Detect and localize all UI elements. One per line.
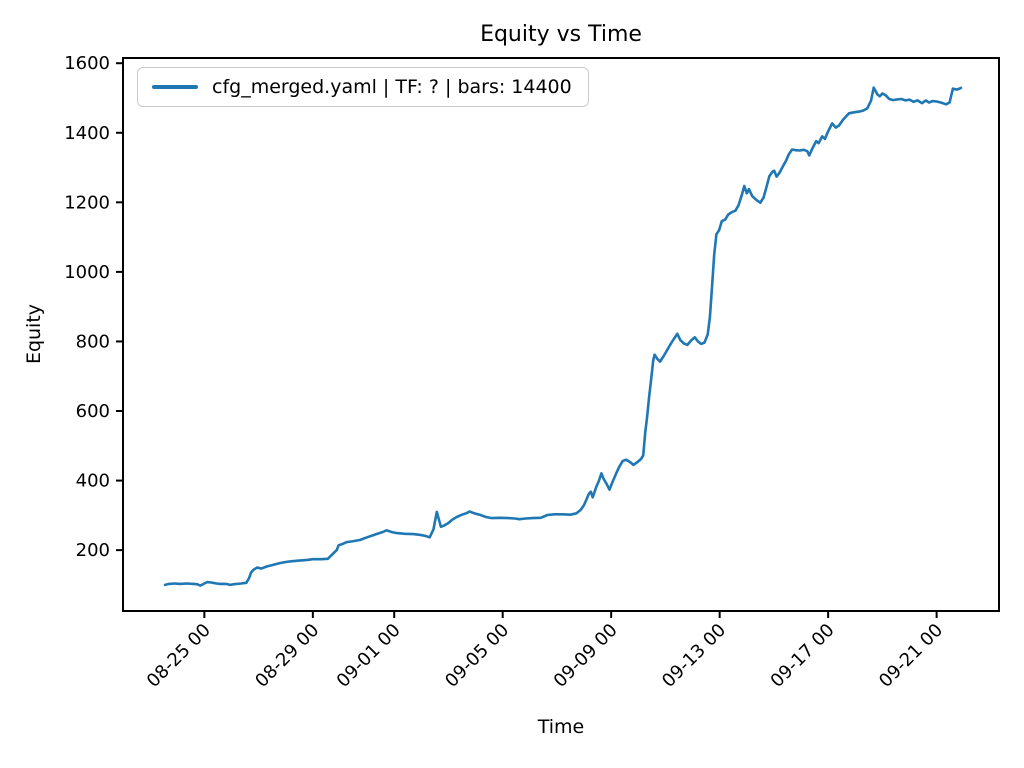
y-tick-label: 1200 — [64, 192, 110, 213]
x-tick-label: 09-01 00 — [333, 620, 405, 692]
x-tick-label: 09-13 00 — [658, 620, 730, 692]
legend-line-swatch-icon — [152, 85, 198, 89]
x-tick-label: 08-29 00 — [251, 620, 323, 692]
x-tick-label: 09-17 00 — [767, 620, 839, 692]
chart-title: Equity vs Time — [480, 22, 642, 47]
y-tick-label: 800 — [76, 331, 110, 352]
y-tick-label: 600 — [76, 401, 110, 422]
equity-line — [163, 86, 963, 587]
y-tick-label: 1600 — [64, 53, 110, 74]
x-tick-label: 09-09 00 — [550, 620, 622, 692]
y-tick-label: 1000 — [64, 262, 110, 283]
y-tick-label: 200 — [76, 540, 110, 561]
y-tick-label: 1400 — [64, 123, 110, 144]
x-axis-label: Time — [537, 716, 585, 738]
x-tick-label: 09-05 00 — [441, 620, 513, 692]
y-tick-label: 400 — [76, 471, 110, 492]
x-tick-label: 09-21 00 — [875, 620, 947, 692]
legend-entry-label: cfg_merged.yaml | TF: ? | bars: 14400 — [212, 76, 572, 98]
y-axis-label: Equity — [23, 303, 45, 365]
x-tick-label: 08-25 00 — [143, 620, 215, 692]
plot-border — [122, 57, 1000, 612]
legend-box: cfg_merged.yaml | TF: ? | bars: 14400 — [137, 67, 589, 107]
